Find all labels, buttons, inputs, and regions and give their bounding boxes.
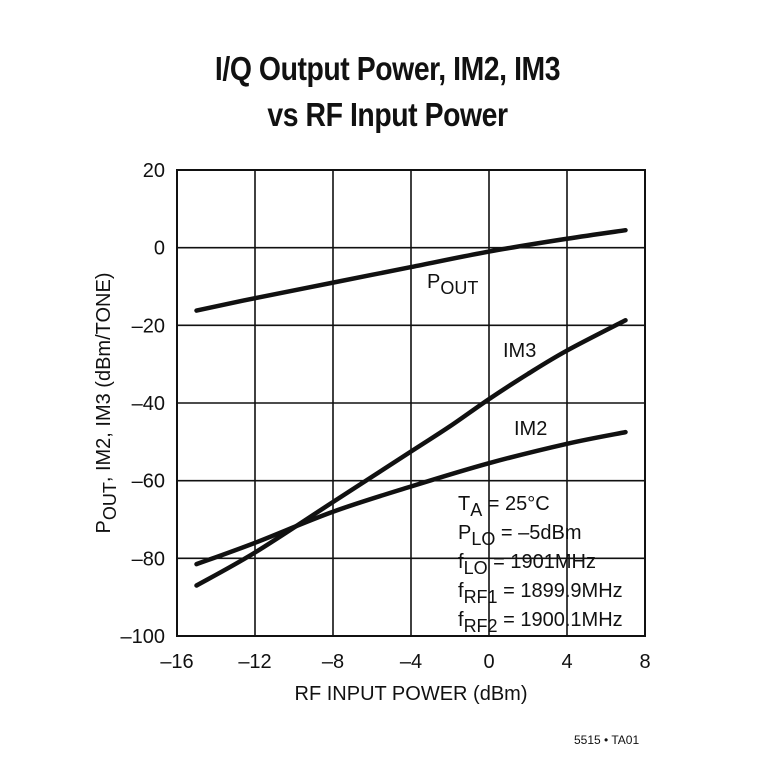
figure-id: 5515 • TA01 [574, 733, 640, 747]
chart-title-line-2: vs RF Input Power [267, 96, 508, 133]
y-tick-label: 20 [143, 160, 165, 182]
grid [176, 169, 646, 637]
x-axis-label: RF INPUT POWER (dBm) [295, 683, 528, 705]
series-line-im2 [194, 429, 628, 567]
x-tick-label: –12 [238, 651, 271, 673]
condition-line: TA​ = 25°C [458, 493, 550, 520]
condition-line: fLO​ = 1901MHz [458, 551, 596, 578]
y-axis-label: POUT​, IM2, IM3 (dBm/TONE) [93, 272, 120, 533]
y-tick-label: 0 [154, 238, 165, 260]
series-label-im2: IM2 [514, 418, 547, 440]
x-tick-label: 4 [561, 651, 572, 673]
y-tick-label: –40 [132, 393, 165, 415]
series-lines [194, 227, 628, 588]
x-tick-label: 0 [483, 651, 494, 673]
series-line-pout [194, 227, 628, 313]
x-tick-label: –8 [322, 651, 344, 673]
condition-line: fRF1​ = 1899.9MHz [458, 580, 623, 607]
series-label-im3: IM3 [503, 340, 536, 362]
x-tick-label: –16 [160, 651, 193, 673]
x-tick-label: 8 [639, 651, 650, 673]
series-line-im3 [194, 318, 628, 588]
y-tick-label: –20 [132, 315, 165, 337]
x-tick-label: –4 [400, 651, 422, 673]
y-tick-label: –60 [132, 471, 165, 493]
condition-line: PLO​ = –5dBm [458, 522, 582, 549]
y-tick-label: –100 [121, 626, 166, 648]
plot-frame [176, 169, 646, 637]
y-tick-label: –80 [132, 548, 165, 570]
condition-line: fRF2​ = 1900.1MHz [458, 609, 623, 636]
chart-title-line-1: I/Q Output Power, IM2, IM3 [214, 50, 561, 87]
series-label-pout: POUT​ [427, 271, 478, 298]
